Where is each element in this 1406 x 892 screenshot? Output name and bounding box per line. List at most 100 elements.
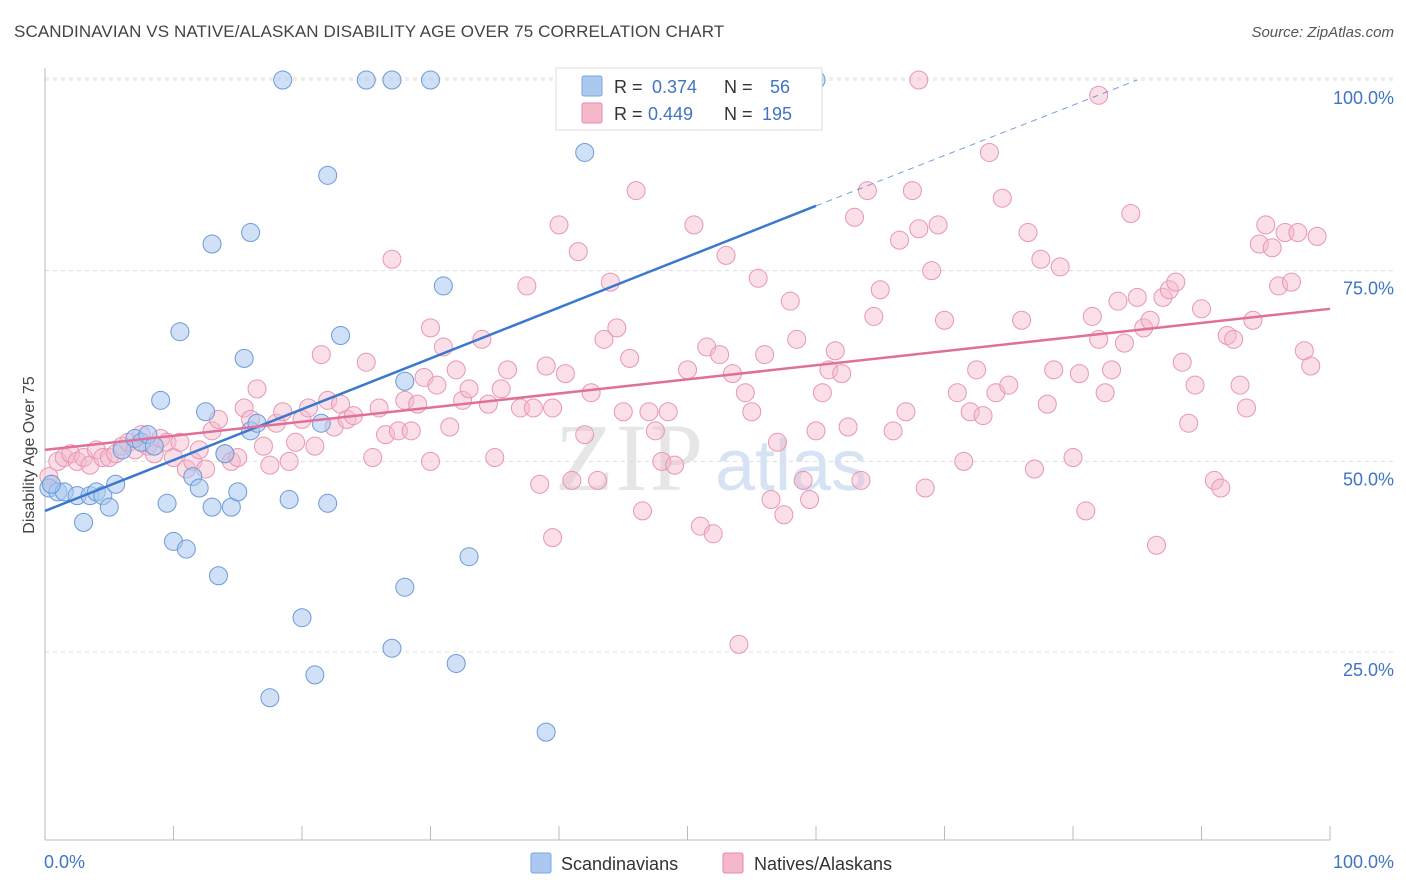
natives-point-169: [1172, 352, 1192, 372]
y-tick-label-25: 25.0%: [1343, 660, 1394, 680]
natives-point-84: [594, 329, 614, 349]
scandinavians-point-23: [202, 497, 222, 517]
natives-point-115: [800, 489, 820, 509]
natives-legend-swatch: [581, 102, 603, 124]
natives-point-151: [1050, 257, 1070, 277]
natives-point-140: [973, 406, 993, 426]
natives-point-97: [684, 215, 704, 235]
natives-point-133: [922, 261, 942, 281]
natives-point-171: [1185, 375, 1205, 395]
scandinavians-point-16: [157, 493, 177, 513]
natives-point-170: [1179, 413, 1199, 433]
scandinavians-point-45: [395, 577, 415, 597]
natives-point-88: [620, 348, 640, 368]
scandinavians-point-36: [292, 608, 312, 628]
natives-point-143: [992, 188, 1012, 208]
natives-swatch: [722, 852, 744, 874]
natives-point-168: [1166, 272, 1186, 292]
natives-point-81: [575, 425, 595, 445]
natives-point-150: [1044, 360, 1064, 380]
natives-point-43: [311, 345, 331, 365]
natives-point-136: [947, 383, 967, 403]
natives-point-137: [954, 451, 974, 471]
natives-point-125: [864, 306, 884, 326]
natives-point-38: [279, 451, 299, 471]
natives-point-89: [626, 181, 646, 201]
scandinavians-point-37: [305, 665, 325, 685]
scandinavians-point-43: [382, 70, 402, 90]
natives-point-90: [633, 501, 653, 521]
natives-point-72: [517, 276, 537, 296]
scandinavians-point-29: [234, 348, 254, 368]
natives-point-176: [1224, 329, 1244, 349]
scandinavians-points: [39, 70, 826, 742]
scandinavians-point-44: [382, 638, 402, 658]
scandinavians-point-49: [446, 653, 466, 673]
natives-point-157: [1095, 383, 1115, 403]
natives-point-108: [755, 345, 775, 365]
watermark-atlas: atlas: [715, 426, 867, 506]
natives-point-173: [1204, 470, 1224, 490]
scandinavians-point-35: [279, 489, 299, 509]
natives-point-154: [1076, 501, 1096, 521]
natives-point-189: [1307, 226, 1327, 246]
scandinavians-point-50: [459, 547, 479, 567]
natives-point-121: [838, 417, 858, 437]
natives-point-42: [305, 436, 325, 456]
stats-legend: R = 0.374 N = 56 R = 0.449 N = 195: [555, 67, 823, 131]
natives-point-50: [363, 448, 383, 468]
natives-point-104: [729, 634, 749, 654]
scandinavians-point-48: [433, 276, 453, 296]
natives-point-185: [1281, 272, 1301, 292]
natives-point-60: [427, 375, 447, 395]
natives-point-128: [890, 230, 910, 250]
legend-r-value-1: 0.374: [652, 77, 697, 97]
natives-point-113: [787, 329, 807, 349]
natives-point-31: [234, 398, 254, 418]
y-tick-labels: 25.0% 50.0% 75.0% 100.0%: [1333, 88, 1394, 680]
natives-point-87: [613, 402, 633, 422]
natives-point-190: [909, 70, 929, 90]
natives-point-146: [1018, 223, 1038, 243]
natives-point-101: [710, 345, 730, 365]
natives-point-164: [1140, 310, 1160, 330]
legend-n-value-2: 195: [762, 104, 792, 124]
natives-point-165: [1147, 535, 1167, 555]
natives-point-83: [588, 470, 608, 490]
natives-point-167: [1159, 280, 1179, 300]
natives-point-138: [960, 402, 980, 422]
natives-point-149: [1037, 394, 1057, 414]
scandinavians-point-39: [318, 493, 338, 513]
natives-point-67: [478, 394, 498, 414]
natives-point-152: [1063, 448, 1083, 468]
scandinavians-point-40: [318, 165, 338, 185]
natives-point-116: [806, 421, 826, 441]
legend-r-label-1: R =: [614, 77, 643, 97]
natives-point-148: [1031, 249, 1051, 269]
natives-point-82: [581, 383, 601, 403]
natives-point-69: [491, 379, 511, 399]
natives-point-123: [851, 470, 871, 490]
legend-n-value-1: 56: [770, 77, 790, 97]
scandinavians-point-22: [196, 402, 216, 422]
scandinavians-point-42: [356, 70, 376, 90]
natives-point-191: [1089, 85, 1109, 105]
natives-point-65: [459, 379, 479, 399]
natives-point-95: [665, 455, 685, 475]
natives-point-105: [735, 383, 755, 403]
natives-point-56: [401, 421, 421, 441]
natives-point-53: [382, 249, 402, 269]
natives-point-120: [832, 364, 852, 384]
natives-point-183: [1269, 276, 1289, 296]
natives-point-93: [652, 451, 672, 471]
natives-point-134: [928, 215, 948, 235]
natives-point-62: [440, 417, 460, 437]
natives-point-188: [1301, 356, 1321, 376]
natives-point-172: [1192, 299, 1211, 319]
natives-point-39: [286, 432, 306, 452]
natives-point-74: [530, 474, 550, 494]
natives-point-109: [761, 489, 781, 509]
scandinavians-legend-label: Scandinavians: [561, 854, 678, 874]
scandinavians-point-24: [202, 234, 222, 254]
